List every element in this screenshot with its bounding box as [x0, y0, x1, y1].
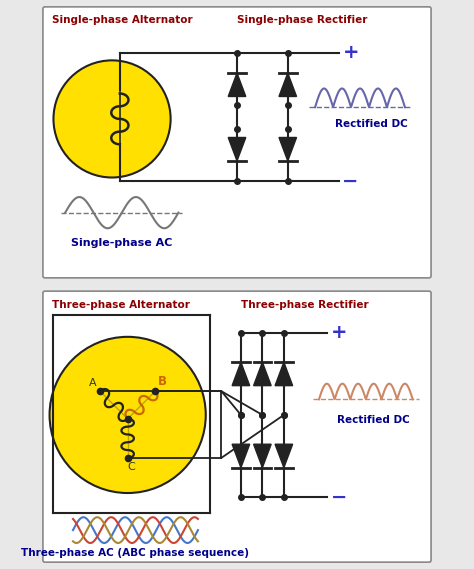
- Polygon shape: [279, 138, 297, 161]
- Text: Three-phase Rectifier: Three-phase Rectifier: [241, 300, 368, 310]
- Polygon shape: [232, 444, 250, 468]
- Text: +: +: [331, 323, 347, 343]
- Text: −: −: [342, 172, 359, 191]
- Text: B: B: [158, 375, 167, 388]
- Text: Three-phase Alternator: Three-phase Alternator: [52, 300, 190, 310]
- Polygon shape: [254, 362, 271, 386]
- Text: Three-phase AC (ABC phase sequence): Three-phase AC (ABC phase sequence): [21, 549, 249, 558]
- Text: Single-phase AC: Single-phase AC: [71, 238, 173, 248]
- FancyBboxPatch shape: [43, 7, 431, 278]
- Text: A: A: [89, 378, 97, 388]
- Text: −: −: [331, 488, 347, 506]
- Text: C: C: [128, 462, 136, 472]
- Polygon shape: [254, 444, 271, 468]
- FancyBboxPatch shape: [43, 291, 431, 562]
- Text: Single-phase Alternator: Single-phase Alternator: [52, 15, 192, 26]
- Circle shape: [54, 60, 171, 178]
- Polygon shape: [275, 444, 292, 468]
- Text: Rectified DC: Rectified DC: [335, 119, 408, 129]
- Circle shape: [50, 337, 206, 493]
- Polygon shape: [279, 73, 297, 97]
- Polygon shape: [275, 362, 292, 386]
- Polygon shape: [228, 138, 246, 161]
- Text: +: +: [342, 43, 359, 62]
- Text: Rectified DC: Rectified DC: [337, 415, 410, 424]
- Text: Single-phase Rectifier: Single-phase Rectifier: [237, 15, 367, 26]
- Polygon shape: [228, 73, 246, 97]
- Polygon shape: [232, 362, 250, 386]
